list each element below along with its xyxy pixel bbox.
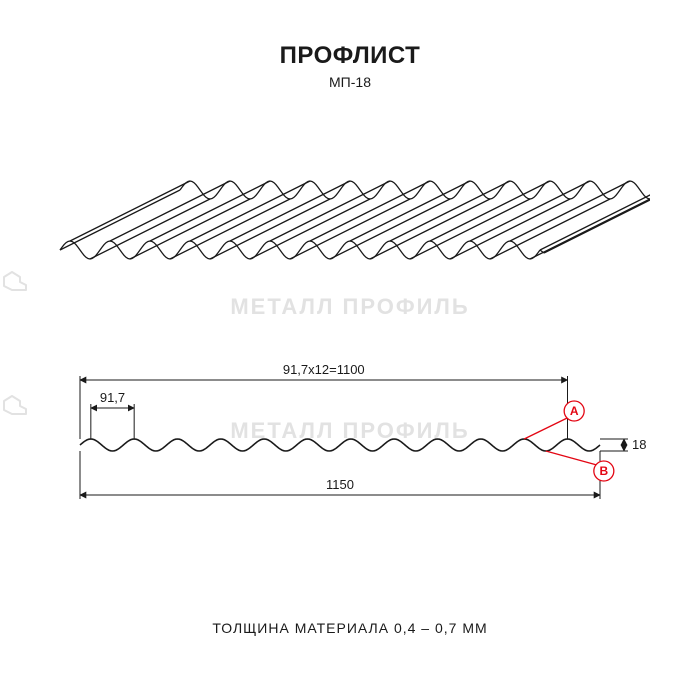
watermark-logo-icon [0, 268, 30, 294]
dimension-height: 18 [632, 437, 646, 452]
cross-section-drawing: 91,7х12=1100 91,7 1150 18 A B [50, 350, 650, 520]
watermark-logo-icon [0, 392, 30, 418]
profile-cross-section [80, 439, 600, 451]
material-thickness-note: ТОЛЩИНА МАТЕРИАЛА 0,4 – 0,7 ММ [0, 620, 700, 636]
svg-text:B: B [599, 464, 608, 478]
dimension-top: 91,7х12=1100 [283, 362, 365, 377]
page-subtitle: МП-18 [0, 74, 700, 90]
svg-text:A: A [570, 404, 579, 418]
isometric-drawing [50, 120, 650, 280]
dimension-bottom: 1150 [326, 477, 354, 492]
page-title: ПРОФЛИСТ [0, 42, 700, 70]
dimension-pitch: 91,7 [100, 390, 125, 405]
